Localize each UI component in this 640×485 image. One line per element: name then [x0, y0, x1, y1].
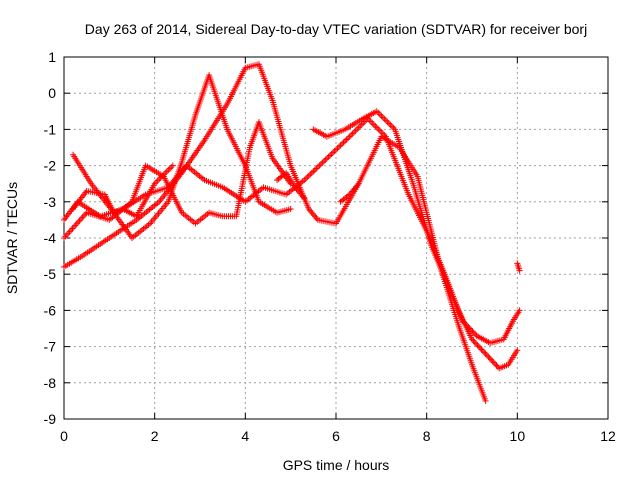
x-tick-label: 8 [423, 428, 431, 444]
data-point [466, 325, 473, 332]
x-tick-label: 2 [151, 428, 159, 444]
chart-title: Day 263 of 2014, Sidereal Day-to-day VTE… [85, 21, 587, 37]
data-point [493, 362, 500, 369]
data-point [474, 342, 481, 349]
data-point [470, 329, 477, 336]
y-tick-label: -1 [44, 121, 57, 137]
data-point [475, 343, 482, 350]
data-point [516, 307, 523, 314]
y-axis-label: SDTVAR / TECUs [4, 182, 20, 294]
data-point [461, 319, 468, 326]
y-tick-label: -5 [44, 266, 57, 282]
data-point [483, 352, 490, 359]
data-point [355, 180, 362, 187]
series-track-4 [61, 119, 294, 241]
data-point [478, 346, 485, 353]
x-tick-label: 10 [510, 428, 526, 444]
y-tick-label: 1 [48, 49, 56, 65]
y-tick-label: -7 [44, 339, 57, 355]
data-point [459, 318, 466, 325]
y-tick-label: 0 [48, 85, 56, 101]
data-point [468, 326, 475, 333]
data-point [287, 206, 294, 213]
data-point [482, 397, 489, 404]
series-track-5 [310, 108, 523, 346]
data-point [470, 337, 477, 344]
data-point [465, 324, 472, 331]
data-point [464, 322, 471, 329]
grid-lines [64, 57, 608, 419]
y-tick-label: -3 [44, 194, 57, 210]
data-point [481, 349, 488, 356]
x-axis-label: GPS time / hours [283, 457, 390, 473]
tick-marks [63, 56, 609, 420]
data-series [61, 61, 523, 404]
y-tick-label: -4 [44, 230, 57, 246]
data-point [488, 356, 495, 363]
data-point [471, 339, 478, 346]
series-track-7 [274, 169, 308, 202]
data-point [485, 353, 492, 360]
data-point [489, 358, 496, 365]
data-point [301, 195, 308, 202]
data-point [462, 321, 469, 328]
y-tick-label: -9 [44, 411, 57, 427]
x-tick-label: 6 [332, 428, 340, 444]
series-track-2 [61, 61, 489, 404]
data-point [477, 345, 484, 352]
y-tick-labels: 1 0 -1 -2 -3 -4 -5 -6 -7 -8 -9 [44, 49, 57, 427]
x-tick-label: 0 [60, 428, 68, 444]
data-point [514, 347, 521, 354]
data-point [482, 350, 489, 357]
data-point [469, 336, 475, 343]
series-track-6 [70, 162, 176, 220]
data-point [479, 347, 486, 354]
x-tick-labels: 0 2 4 6 8 10 12 [60, 428, 616, 444]
data-point [492, 360, 499, 367]
x-tick-label: 12 [600, 428, 616, 444]
data-point [486, 355, 493, 362]
data-point [472, 331, 479, 338]
data-point [490, 359, 497, 366]
data-point [469, 328, 476, 335]
series-track-9 [514, 260, 523, 274]
x-tick-label: 4 [241, 428, 249, 444]
data-point [169, 162, 176, 169]
data-point [473, 340, 480, 347]
series-track-8 [337, 180, 362, 205]
data-point [516, 267, 523, 274]
y-tick-label: -2 [44, 158, 57, 174]
y-tick-label: -8 [44, 375, 57, 391]
y-tick-label: -6 [44, 302, 57, 318]
